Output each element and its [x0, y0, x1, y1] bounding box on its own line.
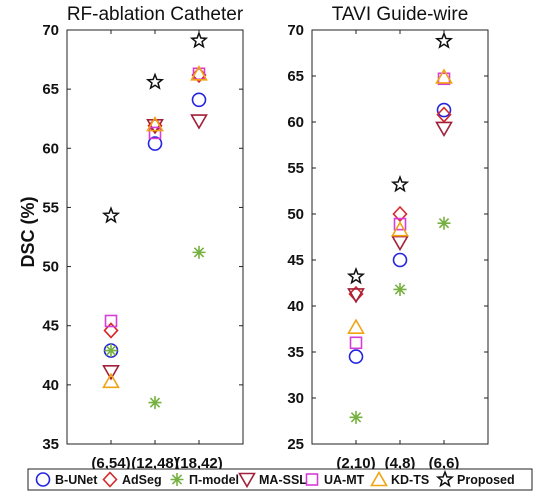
- y-tick-label: 55: [287, 160, 304, 177]
- legend-marker-kd-ts: [370, 470, 388, 487]
- y-tick-label: 40: [287, 298, 304, 315]
- legend-label-model: Π-model: [189, 473, 239, 487]
- point-proposed: [189, 31, 209, 49]
- y-tick-label: 70: [42, 22, 59, 39]
- x-tick-label: (12,48): [131, 455, 179, 472]
- point-ma-ssl: [190, 114, 208, 130]
- point-model: [148, 396, 162, 410]
- point-model: [192, 245, 206, 259]
- legend-label-proposed: Proposed: [457, 473, 515, 487]
- y-tick-label: 45: [42, 318, 59, 335]
- x-tick-label: (6,6): [429, 455, 460, 472]
- legend-marker-proposed: [435, 469, 455, 488]
- legend-label-adseg: AdSeg: [122, 473, 162, 487]
- y-tick-label: 60: [42, 140, 59, 157]
- y-tick-label: 65: [42, 81, 59, 98]
- point-proposed: [145, 72, 165, 90]
- y-tick-label: 60: [287, 114, 304, 131]
- point-kd-ts: [347, 318, 365, 334]
- point-proposed: [346, 266, 366, 285]
- legend-marker-adseg: [102, 471, 118, 488]
- point-ua-mt: [393, 217, 407, 231]
- point-ma-ssl: [347, 288, 365, 304]
- x-tick-label: (4,8): [385, 455, 416, 472]
- panel-title: RF-ablation Catheter: [67, 4, 244, 25]
- point-kd-ts: [146, 116, 164, 132]
- y-tick-label: 55: [42, 199, 59, 216]
- point-ua-mt: [148, 126, 162, 140]
- point-model: [437, 216, 451, 230]
- x-tick-label: (2,10): [336, 455, 375, 472]
- point-model: [393, 282, 407, 296]
- point-proposed: [434, 31, 454, 49]
- point-b-unet: [191, 92, 207, 108]
- point-kd-ts: [435, 68, 453, 84]
- point-model: [349, 410, 363, 424]
- legend-label-b-unet: B-UNet: [55, 473, 98, 487]
- point-adseg: [392, 205, 408, 223]
- legend-label-kd-ts: KD-TS: [391, 473, 429, 487]
- y-tick-label: 35: [42, 436, 59, 453]
- y-tick-label: 30: [287, 390, 304, 407]
- point-proposed: [101, 206, 121, 224]
- point-adseg: [103, 322, 119, 339]
- legend-label-ua-mt: UA-MT: [324, 473, 365, 487]
- point-ma-ssl: [435, 121, 453, 138]
- point-ua-mt: [349, 336, 363, 350]
- legend-marker-model: [170, 473, 184, 486]
- point-kd-ts: [190, 65, 208, 81]
- legend-box: [27, 468, 533, 491]
- panel-title: TAVI Guide-wire: [332, 4, 469, 25]
- y-tick-label: 40: [42, 377, 59, 394]
- y-tick-label: 50: [42, 259, 59, 276]
- point-b-unet: [392, 252, 408, 268]
- y-tick-label: 25: [287, 436, 304, 453]
- point-b-unet: [348, 349, 364, 364]
- point-ma-ssl: [146, 119, 164, 135]
- x-tick-label: (18,42): [175, 455, 223, 472]
- legend: B-UNet AdSeg Π-model MA-SSL UA-MT KD-TS Propos…: [27, 468, 533, 491]
- point-proposed: [390, 174, 410, 193]
- x-tick-label: (6,54): [91, 455, 130, 472]
- legend-marker-b-unet: [35, 472, 51, 487]
- panel-tavi-guide-wire: TAVI Guide-wire 25 30 35 40 45 50 55 60 65 70 (2,10…: [287, 4, 489, 472]
- y-tick-label: 50: [287, 206, 304, 223]
- point-kd-ts: [391, 221, 409, 237]
- point-ma-ssl: [391, 235, 409, 252]
- y-tick-label: 35: [287, 344, 304, 361]
- y-axis-label: DSC (%): [18, 196, 38, 267]
- point-ma-ssl: [102, 365, 120, 381]
- plot-area: [66, 29, 244, 445]
- point-b-unet: [436, 102, 452, 118]
- point-kd-ts: [102, 372, 120, 389]
- y-tick-label: 70: [287, 22, 304, 39]
- point-adseg: [191, 66, 207, 84]
- legend-marker-ma-ssl: [238, 472, 256, 489]
- point-ua-mt: [104, 314, 118, 328]
- point-b-unet: [147, 136, 163, 151]
- point-model: [104, 344, 118, 358]
- panel-rf-ablation-catheter: RF-ablation Catheter 35 40 45 50 55 60 65 70 (6,5…: [42, 4, 244, 472]
- y-tick-label: 45: [287, 252, 304, 269]
- legend-label-ma-ssl: MA-SSL: [259, 473, 307, 487]
- y-tick-label: 65: [287, 68, 304, 85]
- legend-marker-ua-mt: [305, 473, 319, 486]
